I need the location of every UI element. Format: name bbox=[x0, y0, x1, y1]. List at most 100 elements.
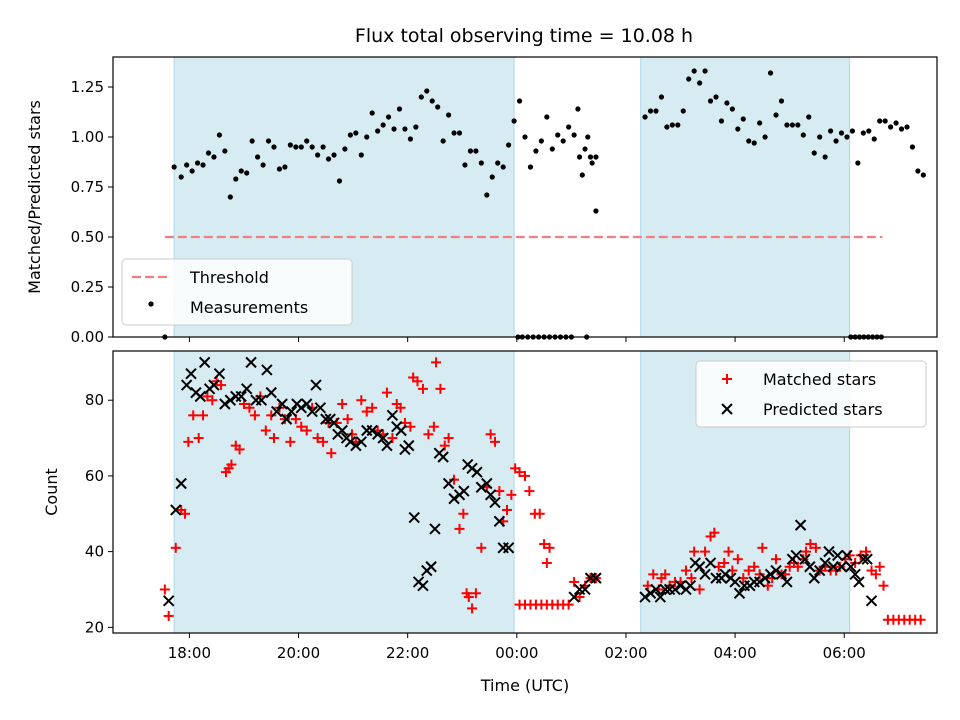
measurement-point bbox=[320, 144, 326, 150]
matched-star-marker bbox=[539, 539, 550, 550]
measurement-point bbox=[325, 156, 332, 162]
measurement-point bbox=[871, 136, 877, 142]
matched-star-marker bbox=[188, 410, 199, 421]
measurement-point bbox=[806, 114, 812, 120]
predicted-star-marker bbox=[650, 583, 662, 596]
matched-star-marker bbox=[183, 436, 194, 447]
predicted-star-marker bbox=[185, 368, 197, 380]
matched-star-marker bbox=[470, 588, 481, 599]
predicted-star-marker bbox=[344, 436, 357, 448]
predicted-star-marker bbox=[823, 545, 835, 558]
measurement-point bbox=[538, 138, 544, 144]
measurement-point bbox=[205, 150, 212, 156]
predicted-star-marker bbox=[579, 583, 591, 596]
predicted-star-marker bbox=[235, 390, 247, 403]
matched-star-marker bbox=[342, 414, 353, 425]
predicted-star-marker bbox=[366, 424, 378, 437]
measurement-point bbox=[697, 80, 703, 86]
y-tick-label: 0.25 bbox=[71, 278, 104, 296]
measurement-point bbox=[260, 162, 266, 168]
measurement-point bbox=[571, 132, 577, 138]
measurement-point bbox=[424, 88, 430, 94]
measurement-point bbox=[587, 154, 594, 160]
measurement-point bbox=[336, 178, 343, 184]
legend-threshold-label: Threshold bbox=[189, 268, 269, 287]
matched-star-marker bbox=[417, 383, 428, 394]
predicted-star-marker bbox=[336, 424, 348, 437]
measurement-point bbox=[478, 160, 484, 166]
legend-bottom: Matched stars Predicted stars bbox=[695, 360, 927, 428]
measurement-point bbox=[898, 126, 905, 132]
measurement-point bbox=[915, 168, 921, 174]
measurement-point bbox=[691, 68, 697, 74]
measurement-point bbox=[315, 152, 321, 158]
matched-star-marker bbox=[367, 402, 378, 413]
matched-star-marker bbox=[435, 383, 446, 394]
measurement-point bbox=[920, 172, 926, 178]
predicted-star-marker bbox=[417, 579, 429, 592]
predicted-star-marker bbox=[684, 579, 697, 592]
legend-predicted-label: Predicted stars bbox=[763, 400, 883, 419]
x-tick-label: 02:00 bbox=[604, 644, 647, 662]
measurement-point bbox=[309, 144, 315, 150]
measurement-point bbox=[298, 144, 304, 150]
ratio-panel: 0.00 0.25 0.50 0.75 1.00 1.25 Matched/Predict… bbox=[25, 56, 938, 346]
y-axis-bottom: 20 40 60 80 bbox=[85, 391, 113, 636]
matched-star-marker bbox=[268, 433, 279, 444]
measurement-point bbox=[740, 116, 746, 122]
matched-star-marker bbox=[810, 542, 821, 553]
matched-star-marker bbox=[709, 527, 720, 538]
measurement-point bbox=[904, 124, 910, 130]
matched-star-marker bbox=[216, 380, 227, 391]
x-tick-label: 22:00 bbox=[386, 644, 429, 662]
measurement-point bbox=[773, 112, 779, 118]
x-tick-label: 18:00 bbox=[168, 644, 211, 662]
predicted-star-marker bbox=[674, 579, 687, 592]
y-tick-label: 20 bbox=[85, 618, 104, 636]
predicted-star-marker bbox=[442, 477, 455, 490]
matched-star-marker bbox=[347, 429, 358, 440]
measurement-point bbox=[238, 168, 244, 174]
measurement-point bbox=[575, 106, 581, 112]
measurement-point bbox=[385, 114, 392, 120]
predicted-star-marker bbox=[865, 595, 878, 607]
measurement-point bbox=[402, 126, 408, 132]
predicted-star-marker bbox=[849, 568, 861, 581]
matched-star-marker bbox=[356, 395, 367, 406]
measurement-point bbox=[276, 166, 283, 172]
matched-star-marker bbox=[405, 421, 416, 432]
predicted-stars-points bbox=[162, 356, 878, 607]
matched-star-marker bbox=[719, 557, 730, 568]
matched-star-marker bbox=[757, 542, 768, 553]
predicted-star-marker bbox=[845, 561, 857, 573]
matched-star-marker bbox=[198, 410, 209, 421]
matched-star-marker bbox=[395, 402, 406, 413]
predicted-star-marker bbox=[853, 576, 865, 588]
measurement-point bbox=[838, 130, 845, 136]
matched-star-marker bbox=[285, 436, 296, 447]
measurement-point bbox=[462, 162, 468, 168]
y-axis-top: 0.00 0.25 0.50 0.75 1.00 1.25 bbox=[71, 78, 113, 346]
predicted-star-marker bbox=[162, 595, 175, 607]
matched-star-marker bbox=[260, 425, 271, 436]
predicted-star-marker bbox=[371, 428, 384, 440]
measurement-point bbox=[353, 130, 359, 136]
matched-star-marker bbox=[180, 508, 191, 519]
measurement-point bbox=[446, 112, 452, 118]
measurement-point bbox=[593, 208, 599, 214]
measurement-point bbox=[724, 100, 730, 106]
matched-star-marker bbox=[514, 467, 525, 478]
measurement-point bbox=[718, 118, 725, 124]
measurement-point bbox=[579, 172, 585, 178]
y-tick-label: 0.75 bbox=[71, 178, 104, 196]
matched-star-marker bbox=[163, 610, 174, 621]
measurement-point bbox=[178, 174, 184, 180]
matched-star-marker bbox=[686, 573, 697, 584]
measurement-point bbox=[282, 164, 288, 170]
predicted-star-marker bbox=[775, 568, 788, 581]
measurement-point bbox=[576, 154, 583, 160]
predicted-star-marker bbox=[471, 466, 483, 478]
measurement-point bbox=[364, 134, 370, 140]
measurement-point bbox=[222, 148, 228, 154]
predicted-star-marker bbox=[790, 549, 802, 562]
